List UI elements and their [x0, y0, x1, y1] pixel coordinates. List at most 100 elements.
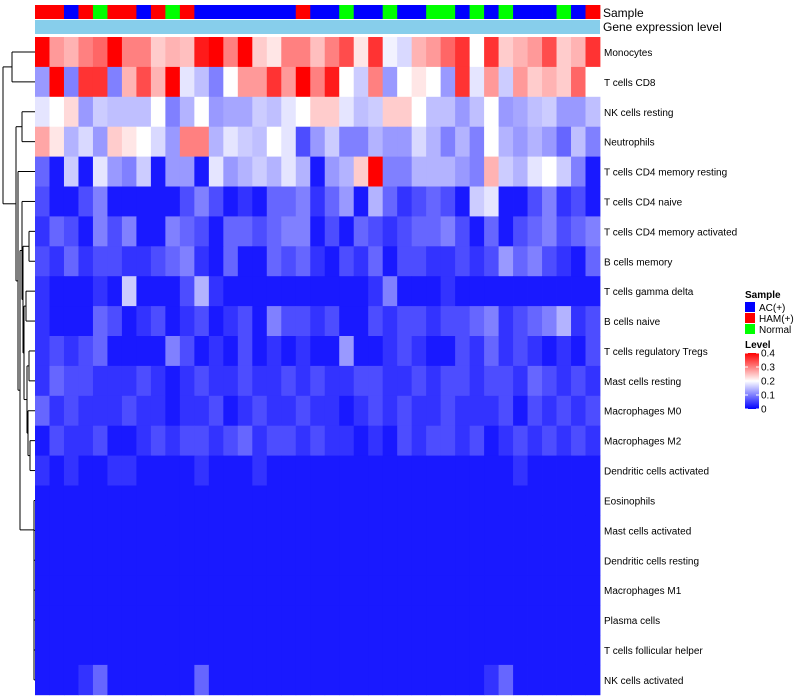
heatmap-cell: [513, 246, 528, 277]
heatmap-cell: [368, 306, 384, 337]
heatmap-cell: [78, 336, 94, 367]
heatmap-cell: [542, 664, 557, 696]
heatmap-cell: [556, 37, 572, 68]
heatmap-cell: [49, 575, 65, 606]
heatmap-cell: [324, 37, 340, 68]
heatmap-cell: [150, 425, 166, 456]
heatmap-cell: [252, 156, 268, 187]
heatmap-cell: [513, 156, 528, 187]
row-label: T cells CD4 memory resting: [604, 168, 727, 179]
heatmap-cell: [455, 336, 471, 367]
heatmap-cell: [194, 425, 210, 456]
heatmap-cell: [426, 96, 442, 128]
heatmap-cell: [165, 276, 181, 307]
heatmap-cell: [585, 515, 601, 546]
heatmap-cell: [585, 635, 601, 666]
heatmap-cell: [368, 156, 384, 187]
heatmap-cell: [455, 395, 471, 427]
heatmap-cell: [382, 425, 398, 456]
heatmap-cell: [324, 156, 340, 187]
heatmap-cell: [469, 425, 485, 456]
heatmap-cell: [571, 515, 586, 546]
heatmap-cell: [513, 395, 528, 427]
sample-annotation-cell: [78, 5, 94, 19]
heatmap-cell: [92, 365, 108, 397]
heatmap-cell: [324, 485, 340, 516]
heatmap-cell: [266, 575, 282, 606]
heatmap-cell: [353, 66, 369, 98]
heatmap-cell: [556, 515, 572, 546]
heatmap-cell: [165, 365, 181, 397]
heatmap-cell: [542, 545, 557, 576]
heatmap-cell: [237, 605, 253, 636]
heatmap-cell: [469, 336, 485, 367]
heatmap-cell: [92, 425, 108, 456]
heatmap-cell: [237, 37, 253, 68]
heatmap-cell: [63, 306, 79, 337]
heatmap-cell: [310, 336, 326, 367]
heatmap-cell: [542, 246, 557, 277]
heatmap-cell: [92, 246, 108, 277]
heatmap-cell: [426, 216, 442, 247]
heatmap-cell: [92, 156, 108, 187]
heatmap-cell: [571, 455, 586, 486]
heatmap-cell: [208, 605, 224, 636]
heatmap-cell: [353, 365, 369, 397]
heatmap-cell: [353, 575, 369, 606]
heatmap-cell: [411, 395, 427, 427]
heatmap-cell: [179, 216, 195, 247]
heatmap-cell: [513, 306, 528, 337]
heatmap-cell: [527, 545, 543, 576]
heatmap-cell: [411, 635, 427, 666]
heatmap-cell: [440, 545, 456, 576]
heatmap-cell: [484, 216, 499, 247]
sample-annotation-cell: [571, 5, 586, 19]
heatmap-cell: [324, 216, 340, 247]
heatmap-cell: [484, 485, 499, 516]
heatmap-cell: [382, 664, 398, 696]
heatmap-cell: [455, 545, 471, 576]
level-tick-label: 0.1: [761, 391, 775, 402]
heatmap-cell: [150, 96, 166, 128]
heatmap-cell: [527, 276, 543, 307]
heatmap-cell: [498, 635, 514, 666]
heatmap-cell: [484, 306, 499, 337]
sample-annotation-cell: [411, 5, 427, 19]
heatmap-cell: [150, 515, 166, 546]
heatmap-cell: [223, 186, 239, 217]
heatmap-cell: [78, 96, 94, 128]
heatmap-cell: [208, 96, 224, 128]
heatmap-cell: [368, 276, 384, 307]
heatmap-cell: [339, 216, 355, 247]
heatmap-cell: [165, 664, 181, 696]
heatmap-cell: [585, 455, 601, 486]
heatmap-cell: [194, 96, 210, 128]
heatmap-cell: [121, 126, 137, 157]
heatmap-cell: [513, 515, 528, 546]
heatmap-cell: [440, 365, 456, 397]
heatmap-cell: [585, 156, 601, 187]
heatmap-cell: [295, 485, 311, 516]
heatmap-cell: [440, 37, 456, 68]
heatmap-cell: [411, 216, 427, 247]
heatmap-cell: [484, 575, 499, 606]
heatmap-cell: [179, 635, 195, 666]
heatmap-cell: [35, 246, 50, 277]
heatmap-cell: [49, 126, 65, 157]
heatmap-cell: [440, 336, 456, 367]
heatmap-cell: [368, 575, 384, 606]
heatmap-cell: [150, 365, 166, 397]
heatmap-cell: [78, 186, 94, 217]
heatmap-cell: [585, 664, 601, 696]
heatmap-cell: [121, 515, 137, 546]
heatmap-cell: [136, 455, 152, 486]
heatmap-cell: [165, 37, 181, 68]
sample-annotation-cell: [368, 5, 384, 19]
heatmap-cell: [266, 455, 282, 486]
heatmap-cell: [411, 515, 427, 546]
heatmap-cell: [397, 216, 413, 247]
heatmap-cell: [469, 126, 485, 157]
heatmap-cell: [324, 545, 340, 576]
heatmap-cell: [324, 455, 340, 486]
heatmap-cell: [571, 635, 586, 666]
